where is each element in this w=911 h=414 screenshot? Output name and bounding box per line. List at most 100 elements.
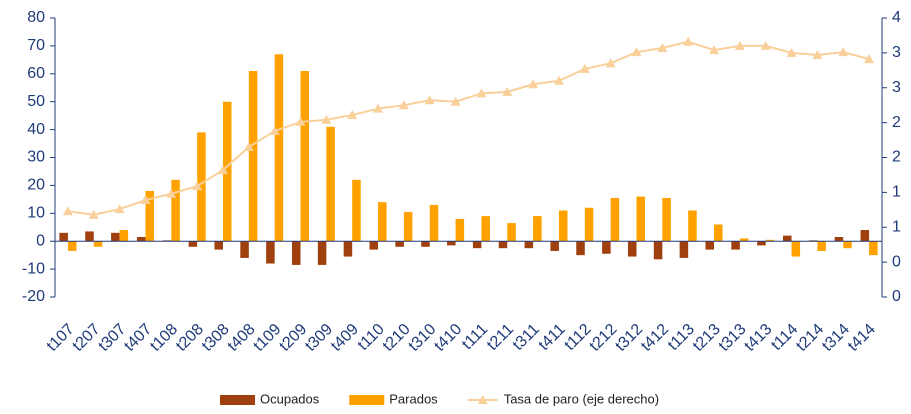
marker bbox=[166, 188, 177, 198]
legend-label: Ocupados bbox=[260, 391, 320, 406]
x-tick-label: t209 bbox=[276, 321, 310, 355]
bar bbox=[869, 241, 878, 256]
bar bbox=[584, 207, 594, 242]
y2-tick-label: 1 bbox=[892, 218, 901, 235]
x-tick-label: t108 bbox=[147, 321, 181, 355]
bar bbox=[352, 179, 361, 242]
y2-tick-label: 2 bbox=[892, 114, 901, 131]
marker bbox=[243, 142, 254, 152]
x-tick-label: t309 bbox=[302, 321, 336, 355]
bar bbox=[214, 241, 223, 250]
marker bbox=[760, 40, 771, 50]
legend-swatch bbox=[349, 395, 385, 405]
x-tick-label: t114 bbox=[768, 321, 801, 354]
x-tick-label: t109 bbox=[250, 321, 284, 355]
y-tick-label: 10 bbox=[27, 205, 45, 222]
bar bbox=[783, 235, 792, 242]
marker bbox=[88, 209, 99, 219]
bar bbox=[550, 241, 559, 251]
bar bbox=[222, 101, 232, 242]
marker bbox=[217, 165, 228, 175]
marker bbox=[709, 45, 720, 55]
marker bbox=[605, 58, 616, 68]
bar bbox=[429, 204, 439, 242]
x-tick-label: t213 bbox=[690, 321, 724, 355]
x-tick-label: t311 bbox=[510, 321, 543, 354]
bar bbox=[817, 241, 826, 251]
bar bbox=[197, 132, 206, 242]
x-tick-label: t410 bbox=[431, 321, 465, 355]
y-tick-label: 80 bbox=[27, 9, 45, 26]
marker bbox=[579, 63, 590, 73]
x-tick-label: t307 bbox=[95, 321, 129, 355]
y-tick-label: 60 bbox=[27, 65, 45, 82]
x-tick-label: t313 bbox=[716, 321, 750, 355]
marker bbox=[786, 47, 797, 57]
y-tick-label: 20 bbox=[27, 177, 45, 194]
bar bbox=[188, 241, 198, 247]
bar bbox=[481, 216, 490, 242]
y2-tick-label: 3 bbox=[892, 79, 901, 96]
y-tick-label: 30 bbox=[27, 149, 45, 166]
x-tick-label: t111 bbox=[459, 321, 491, 353]
y-tick-label: 50 bbox=[27, 93, 45, 110]
bar bbox=[679, 241, 689, 258]
marker bbox=[269, 125, 280, 135]
bar bbox=[67, 241, 77, 251]
bar bbox=[291, 241, 301, 265]
marker bbox=[812, 49, 823, 59]
marker bbox=[683, 36, 694, 46]
x-tick-label: t409 bbox=[328, 321, 362, 355]
bar bbox=[266, 241, 275, 264]
x-tick-label: t207 bbox=[70, 321, 104, 355]
bar bbox=[739, 238, 749, 242]
bar bbox=[498, 241, 508, 249]
bar bbox=[662, 197, 671, 242]
marker bbox=[476, 88, 487, 98]
y-tick-label: 0 bbox=[36, 232, 45, 249]
bar bbox=[653, 241, 663, 260]
bar bbox=[145, 190, 154, 242]
bar bbox=[369, 241, 379, 250]
bar bbox=[248, 71, 258, 242]
marker bbox=[192, 181, 203, 191]
x-tick-label: t310 bbox=[406, 321, 440, 355]
bar bbox=[576, 241, 585, 256]
bar bbox=[378, 202, 387, 242]
x-tick-label: t210 bbox=[380, 321, 414, 355]
bar bbox=[731, 241, 740, 250]
bar bbox=[688, 210, 697, 242]
bar bbox=[317, 241, 327, 265]
bar bbox=[524, 241, 534, 249]
marker bbox=[528, 79, 539, 89]
legend-swatch bbox=[220, 395, 255, 405]
x-tick-label: t308 bbox=[199, 321, 233, 355]
marker bbox=[502, 86, 513, 96]
marker bbox=[864, 54, 875, 64]
bar bbox=[472, 241, 482, 249]
bar bbox=[85, 231, 94, 242]
bar bbox=[834, 237, 844, 242]
bar bbox=[343, 241, 353, 257]
legend-label: Parados bbox=[389, 391, 438, 406]
y-tick-label: -20 bbox=[22, 288, 45, 305]
x-tick-label: t408 bbox=[225, 321, 259, 355]
marker bbox=[140, 195, 151, 205]
line bbox=[67, 40, 870, 216]
bar bbox=[533, 216, 542, 242]
x-tick-label: t211 bbox=[484, 321, 517, 354]
y2-tick-label: 4 bbox=[892, 9, 901, 26]
x-tick-label: t110 bbox=[355, 321, 388, 354]
bar bbox=[171, 179, 180, 242]
marker bbox=[62, 206, 73, 216]
bar bbox=[860, 230, 870, 242]
x-tick-label: t314 bbox=[819, 321, 853, 355]
bar bbox=[636, 196, 646, 242]
marker bbox=[838, 47, 849, 57]
bar bbox=[455, 218, 465, 242]
legend-label: Tasa de paro (eje derecho) bbox=[504, 391, 659, 406]
bar bbox=[627, 241, 637, 257]
marker bbox=[321, 114, 332, 124]
